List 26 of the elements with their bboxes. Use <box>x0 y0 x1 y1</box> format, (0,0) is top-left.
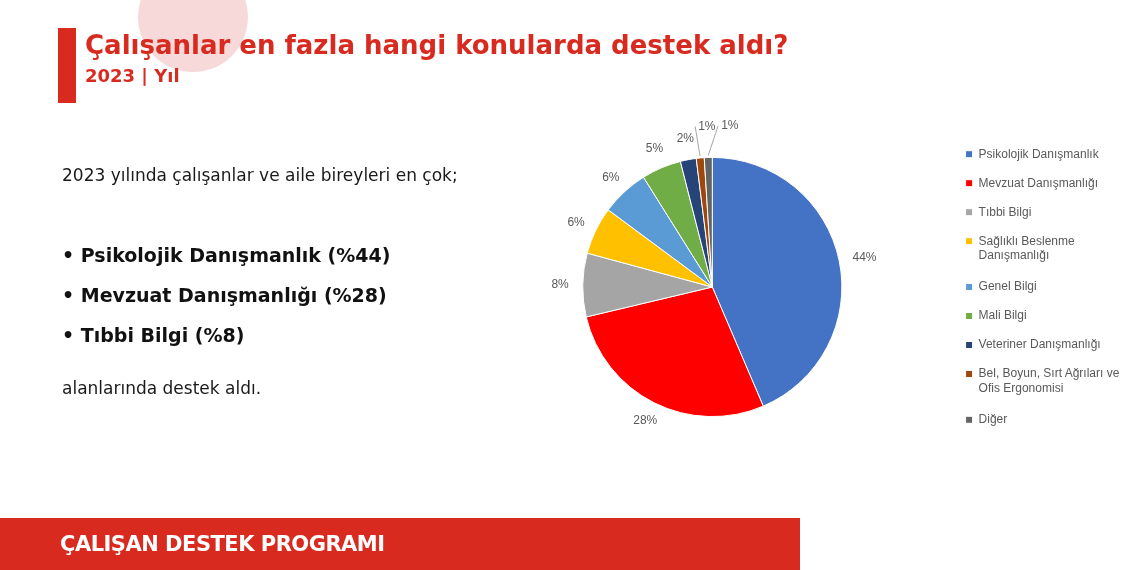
legend-label: Mevzuat Danışmanlığı <box>978 175 1098 190</box>
text: • Tıbbi Bilgi (%8) <box>62 323 245 348</box>
data-label: 1% <box>698 118 716 133</box>
chart-title: Çalışanlar en fazla hangi konularda destek aldı? <box>85 29 789 62</box>
text: alanlarında destek aldı. <box>62 377 262 400</box>
legend-label: Mali Bilgi <box>978 308 1027 323</box>
data-label: 44% <box>852 250 877 265</box>
legend-label: Genel Bilgi <box>978 279 1037 294</box>
legend-label: Psikolojik Danışmanlık <box>978 146 1100 161</box>
data-label: 5% <box>645 141 664 156</box>
legend-label: Diğer <box>978 412 1008 427</box>
data-label: 1% <box>721 118 739 133</box>
text: ÇALIŞAN DESTEK PROGRAMI <box>60 531 385 558</box>
data-label: 2% <box>676 131 695 146</box>
data-label: 28% <box>633 413 658 428</box>
text: • Mevzuat Danışmanlığı (%28) <box>62 283 387 308</box>
data-label: 6% <box>602 170 620 185</box>
text: 2023 | Yıl <box>85 64 180 88</box>
text: 2023 yılında çalışanlar ve aile bireyleri en çok; <box>62 164 459 187</box>
legend-label: Veteriner Danışmanlığı <box>978 337 1101 352</box>
legend-label: Tıbbi Bilgi <box>978 204 1032 219</box>
legend-label: Sağlıklı Beslenme Danışmanlığı <box>978 233 1075 262</box>
legend-label: Bel, Boyun, Sırt Ağrıları ve Ofis Ergonomisi <box>978 366 1120 395</box>
data-label: 6% <box>567 215 586 230</box>
text: • Psikolojik Danışmanlık (%44) <box>62 243 391 268</box>
data-label: 8% <box>551 277 570 292</box>
